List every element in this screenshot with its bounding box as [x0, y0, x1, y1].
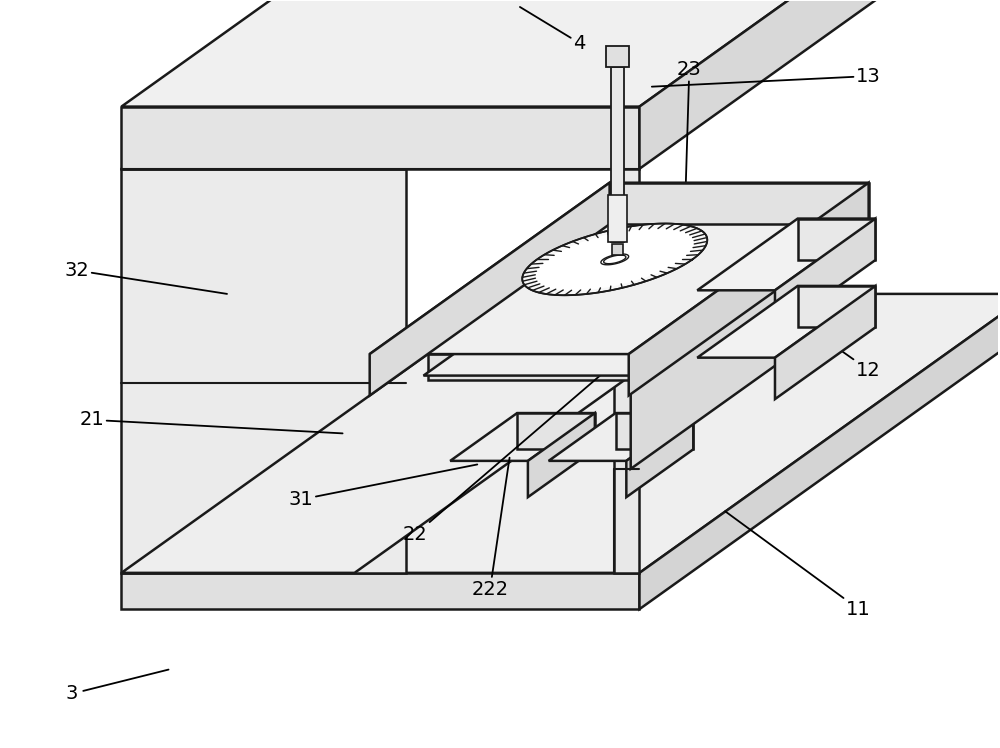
Polygon shape	[528, 413, 595, 497]
Text: 11: 11	[725, 512, 871, 619]
Polygon shape	[608, 244, 815, 337]
Polygon shape	[608, 195, 627, 242]
Polygon shape	[697, 286, 875, 358]
Polygon shape	[614, 107, 639, 573]
Polygon shape	[121, 573, 639, 609]
Polygon shape	[121, 294, 1000, 573]
Polygon shape	[611, 67, 624, 242]
Text: 22: 22	[403, 339, 643, 544]
Text: 12: 12	[795, 318, 881, 379]
Polygon shape	[612, 245, 623, 255]
Polygon shape	[121, 354, 661, 573]
Text: 32: 32	[64, 261, 227, 294]
Polygon shape	[639, 294, 1000, 609]
Polygon shape	[775, 218, 875, 332]
Polygon shape	[614, 0, 1000, 107]
Polygon shape	[616, 413, 693, 450]
Polygon shape	[629, 183, 869, 396]
Text: 21: 21	[79, 411, 343, 433]
Text: 222: 222	[471, 458, 510, 598]
Polygon shape	[604, 255, 626, 264]
Polygon shape	[450, 413, 595, 461]
Polygon shape	[121, 107, 639, 169]
Polygon shape	[121, 29, 602, 169]
Polygon shape	[370, 183, 610, 396]
Polygon shape	[631, 244, 815, 469]
Polygon shape	[370, 183, 869, 354]
Polygon shape	[606, 46, 629, 67]
Polygon shape	[522, 224, 707, 295]
Polygon shape	[798, 286, 875, 328]
Text: 23: 23	[677, 60, 702, 239]
Polygon shape	[549, 413, 693, 461]
Polygon shape	[517, 413, 595, 450]
Polygon shape	[121, 0, 891, 107]
Polygon shape	[775, 286, 875, 399]
Text: 13: 13	[652, 67, 881, 87]
Polygon shape	[697, 218, 875, 290]
Text: 3: 3	[65, 669, 169, 703]
Polygon shape	[610, 183, 869, 224]
Text: 31: 31	[288, 465, 477, 509]
Polygon shape	[626, 413, 693, 497]
Polygon shape	[798, 218, 875, 260]
Polygon shape	[601, 254, 629, 265]
Polygon shape	[423, 244, 815, 375]
Polygon shape	[121, 169, 406, 573]
Polygon shape	[639, 0, 891, 169]
Polygon shape	[428, 354, 661, 379]
Text: 4: 4	[520, 7, 586, 52]
Polygon shape	[533, 228, 696, 291]
